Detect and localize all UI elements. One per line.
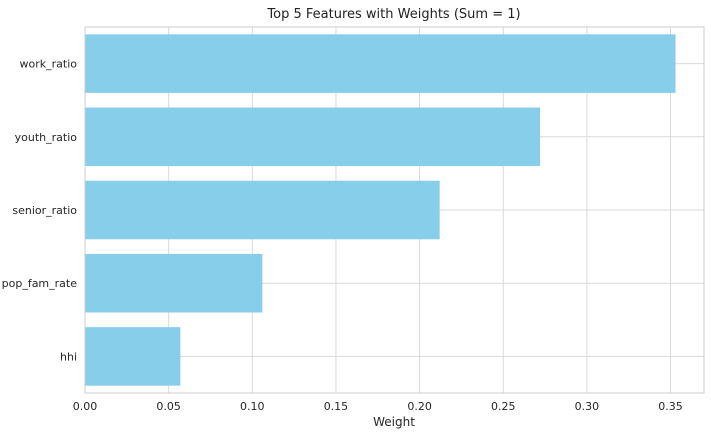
bar-youth-ratio [85,107,541,167]
y-tick-label: work_ratio [20,58,78,71]
y-tick-label: youth_ratio [15,131,78,144]
x-tick-label: 0.30 [575,400,600,413]
chart-title: Top 5 Features with Weights (Sum = 1) [266,7,520,22]
bar-hhi [85,327,181,386]
y-tick-labels: work_ratio youth_ratio senior_ratio pop_fam… [2,58,78,364]
x-tick-labels: 0.00 0.05 0.10 0.15 0.20 0.25 0.30 0.35 [73,400,683,413]
x-tick-label: 0.20 [407,400,432,413]
y-tick-label: senior_ratio [12,204,77,217]
plot-frame [84,26,705,394]
x-tick-label: 0.35 [658,400,683,413]
bar-pop-fam-rate [85,253,263,313]
x-tick-label: 0.10 [240,400,265,413]
x-tick-label: 0.15 [324,400,349,413]
y-tick-label: hhi [60,350,77,363]
x-tick-label: 0.05 [156,400,181,413]
y-tick-label: pop_fam_rate [2,277,78,290]
x-tick-label: 0.00 [73,400,98,413]
x-tick-label: 0.25 [491,400,516,413]
x-axis-label: Weight [373,415,415,429]
bars [85,34,676,386]
bar-senior-ratio [85,180,440,240]
bar-work-ratio [85,34,676,93]
